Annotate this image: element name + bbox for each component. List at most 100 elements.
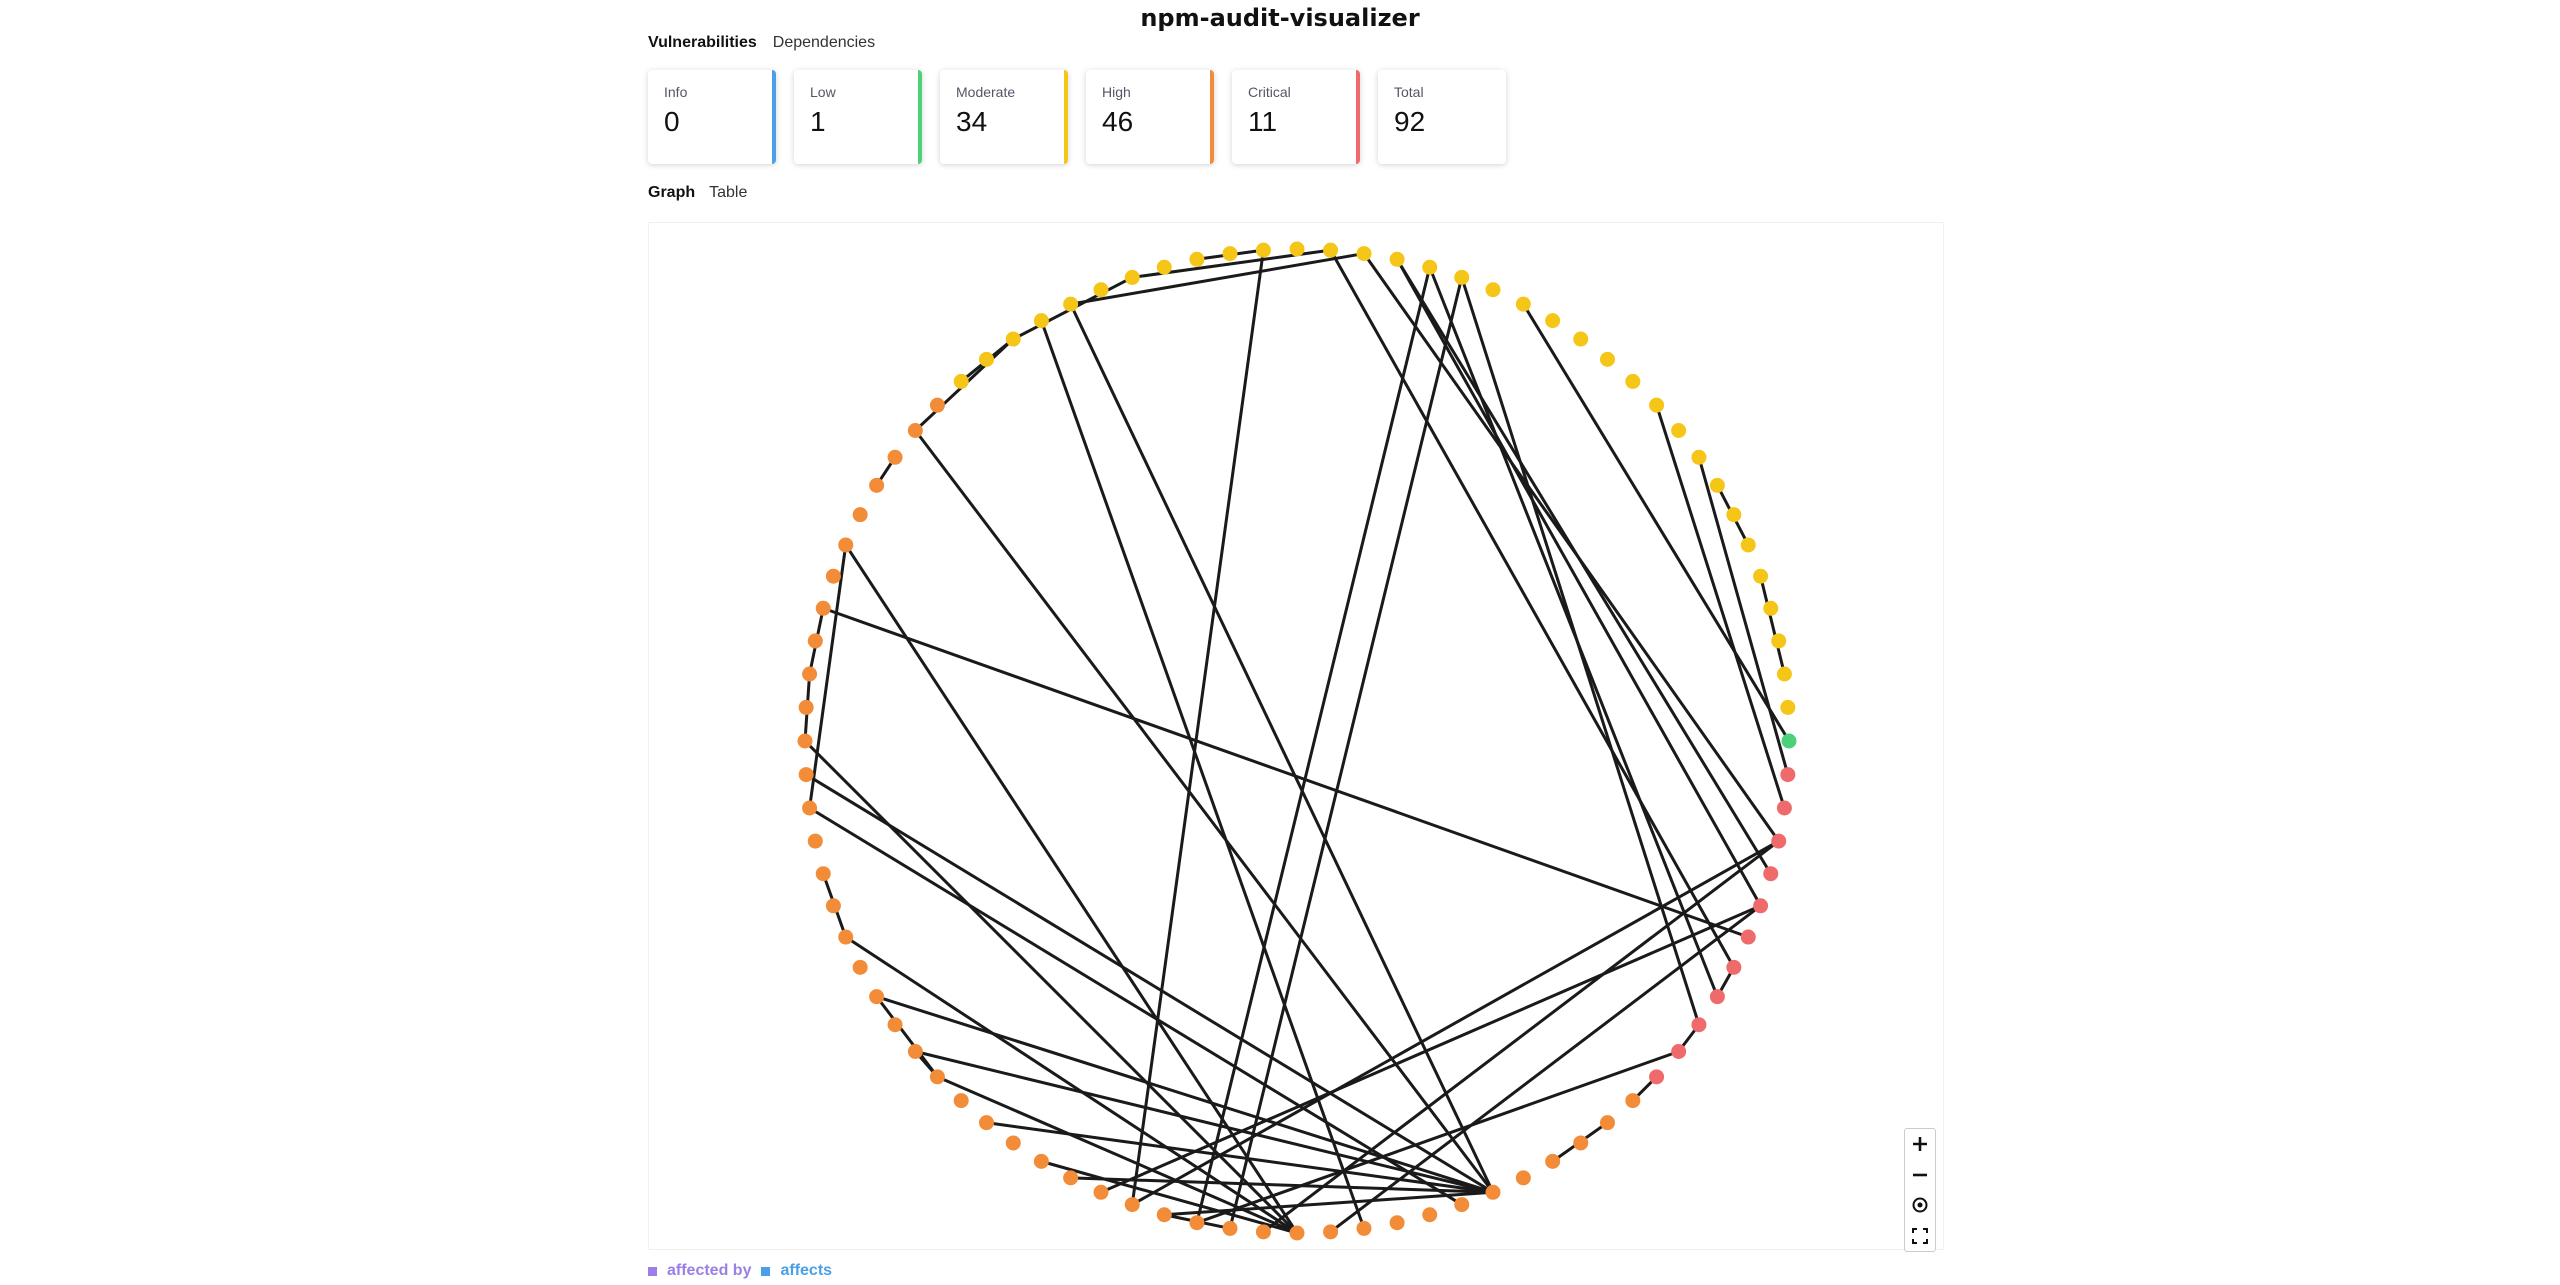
graph-node[interactable] — [1726, 959, 1742, 975]
graph-node[interactable] — [1515, 1170, 1531, 1186]
graph-node[interactable] — [1780, 767, 1796, 783]
graph-node[interactable] — [1545, 1153, 1561, 1169]
graph-node[interactable] — [869, 989, 885, 1005]
tab-dependencies[interactable]: Dependencies — [772, 34, 876, 51]
graph-node[interactable] — [1599, 1115, 1615, 1131]
graph-node[interactable] — [1124, 269, 1140, 285]
zoom-in-button[interactable] — [1908, 1131, 1932, 1157]
graph-node[interactable] — [838, 929, 854, 945]
graph-node[interactable] — [1780, 699, 1796, 715]
graph-node[interactable] — [869, 477, 885, 493]
graph-node[interactable] — [802, 800, 818, 816]
graph-node[interactable] — [1422, 259, 1438, 275]
graph-node[interactable] — [1124, 1197, 1140, 1213]
graph-node[interactable] — [979, 351, 995, 367]
graph-node[interactable] — [1649, 1069, 1665, 1085]
graph-node[interactable] — [979, 1115, 995, 1131]
graph-node[interactable] — [1389, 1215, 1405, 1231]
legend-affected-by[interactable]: affected by — [648, 1262, 751, 1280]
graph-node[interactable] — [1485, 1184, 1501, 1200]
dependency-graph[interactable] — [649, 223, 1945, 1251]
graph-node[interactable] — [1255, 242, 1271, 258]
graph-node[interactable] — [825, 898, 841, 914]
graph-node[interactable] — [1255, 1224, 1271, 1240]
graph-node[interactable] — [1691, 1017, 1707, 1033]
graph-node[interactable] — [953, 1093, 969, 1109]
legend-affects[interactable]: affects — [761, 1262, 832, 1280]
graph-node[interactable] — [1454, 1197, 1470, 1213]
graph-node[interactable] — [887, 449, 903, 465]
graph-node[interactable] — [1063, 296, 1079, 312]
graph-node[interactable] — [1625, 1093, 1641, 1109]
graph-node[interactable] — [1356, 246, 1372, 262]
graph-node[interactable] — [1776, 666, 1792, 682]
graph-node[interactable] — [887, 1017, 903, 1033]
graph-node[interactable] — [1781, 733, 1797, 749]
graph-node[interactable] — [1709, 477, 1725, 493]
graph-node[interactable] — [1005, 331, 1021, 347]
zoom-out-button[interactable] — [1908, 1162, 1932, 1188]
graph-node[interactable] — [1222, 246, 1238, 262]
graph-node[interactable] — [929, 1069, 945, 1085]
graph-node[interactable] — [1726, 507, 1742, 523]
graph-node[interactable] — [1771, 633, 1787, 649]
graph-node[interactable] — [953, 373, 969, 389]
graph-node[interactable] — [852, 507, 868, 523]
graph-node[interactable] — [797, 733, 813, 749]
center-button[interactable] — [1908, 1192, 1932, 1218]
graph-node[interactable] — [798, 767, 814, 783]
graph-node[interactable] — [1093, 282, 1109, 298]
graph-node[interactable] — [929, 397, 945, 413]
graph-node[interactable] — [1063, 1170, 1079, 1186]
graph-node[interactable] — [1323, 1224, 1339, 1240]
graph-node[interactable] — [1323, 242, 1339, 258]
graph-node[interactable] — [1753, 568, 1769, 584]
tab-table[interactable]: Table — [709, 184, 748, 201]
tab-vulnerabilities[interactable]: Vulnerabilities — [648, 34, 757, 51]
tab-graph[interactable]: Graph — [648, 184, 696, 201]
graph-node[interactable] — [1573, 331, 1589, 347]
graph-node[interactable] — [1763, 600, 1779, 616]
graph-node[interactable] — [1515, 296, 1531, 312]
graph-node[interactable] — [1156, 1207, 1172, 1223]
graph-node[interactable] — [1222, 1220, 1238, 1236]
graph-node[interactable] — [1389, 251, 1405, 267]
graph-node[interactable] — [1033, 1153, 1049, 1169]
graph-node[interactable] — [1005, 1135, 1021, 1151]
graph-node[interactable] — [1573, 1135, 1589, 1151]
graph-node[interactable] — [825, 568, 841, 584]
graph-node[interactable] — [1599, 351, 1615, 367]
graph-node[interactable] — [815, 866, 831, 882]
graph-node[interactable] — [907, 423, 923, 439]
graph-node[interactable] — [1671, 423, 1687, 439]
graph-node[interactable] — [1033, 313, 1049, 329]
graph-panel[interactable] — [648, 222, 1944, 1250]
graph-node[interactable] — [1289, 241, 1305, 257]
graph-node[interactable] — [815, 600, 831, 616]
graph-node[interactable] — [1156, 259, 1172, 275]
graph-node[interactable] — [1771, 833, 1787, 849]
graph-node[interactable] — [1776, 800, 1792, 816]
graph-node[interactable] — [1691, 449, 1707, 465]
graph-node[interactable] — [907, 1043, 923, 1059]
graph-node[interactable] — [807, 633, 823, 649]
graph-node[interactable] — [1649, 397, 1665, 413]
graph-node[interactable] — [1709, 989, 1725, 1005]
graph-node[interactable] — [1485, 282, 1501, 298]
fullscreen-button[interactable] — [1908, 1223, 1932, 1249]
graph-node[interactable] — [1671, 1043, 1687, 1059]
graph-node[interactable] — [798, 699, 814, 715]
graph-node[interactable] — [1093, 1184, 1109, 1200]
graph-node[interactable] — [1189, 251, 1205, 267]
graph-node[interactable] — [1454, 269, 1470, 285]
graph-node[interactable] — [1753, 898, 1769, 914]
graph-node[interactable] — [1545, 313, 1561, 329]
graph-node[interactable] — [852, 959, 868, 975]
graph-node[interactable] — [1625, 373, 1641, 389]
graph-node[interactable] — [1740, 929, 1756, 945]
graph-node[interactable] — [1356, 1220, 1372, 1236]
graph-node[interactable] — [838, 537, 854, 553]
graph-node[interactable] — [1422, 1207, 1438, 1223]
graph-node[interactable] — [1189, 1215, 1205, 1231]
graph-node[interactable] — [1289, 1225, 1305, 1241]
